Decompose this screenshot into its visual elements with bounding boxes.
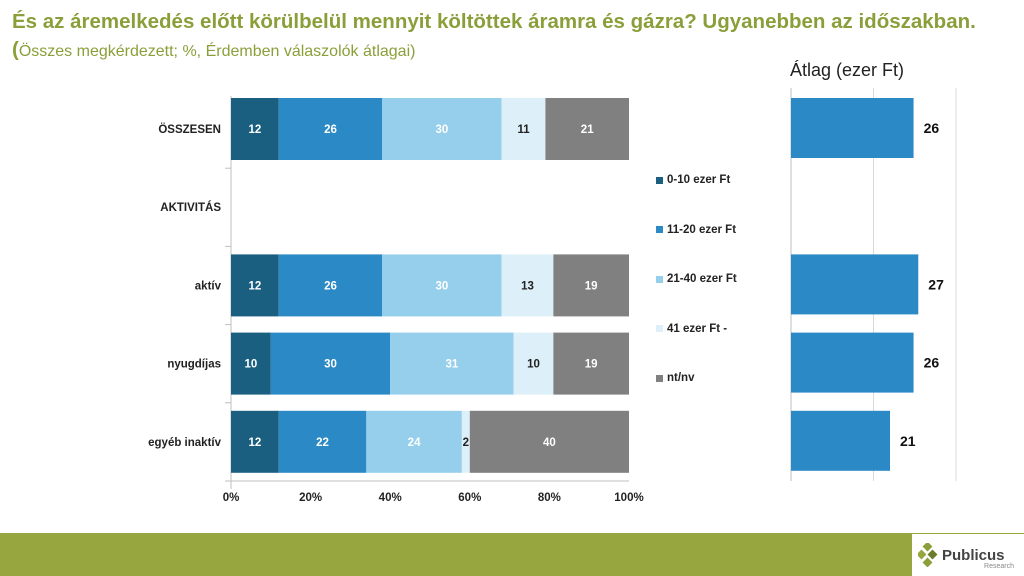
average-chart-title: Átlag (ezer Ft) [790, 60, 905, 80]
data-label: 11 [517, 124, 530, 136]
legend-swatch [656, 226, 663, 233]
category-label: nyugdíjas [167, 359, 221, 371]
x-tick-label: 60% [458, 492, 481, 504]
data-label: 24 [408, 437, 421, 449]
bar-segment [231, 254, 279, 317]
footer-bar [0, 533, 1024, 576]
category-label: aktív [195, 280, 222, 292]
data-label: 12 [248, 437, 261, 449]
data-label: 21 [581, 124, 594, 136]
bar-segment [382, 254, 502, 317]
avg-bar [791, 98, 914, 158]
avg-bar [791, 254, 919, 315]
data-label: 12 [248, 280, 261, 292]
avg-bar [791, 332, 914, 393]
data-label: 26 [324, 124, 337, 136]
legend-swatch [656, 275, 663, 283]
data-label: 30 [436, 280, 449, 292]
logo-text: Publicus [942, 546, 1005, 564]
legend-item: 21-40 ezer Ft [656, 269, 737, 289]
data-label: 26 [324, 280, 337, 292]
data-label: 13 [521, 280, 534, 292]
legend-label: 0-10 ezer Ft [667, 174, 731, 186]
avg-bar [791, 410, 890, 471]
bar-segment [270, 332, 391, 395]
bar-segment [390, 332, 514, 395]
data-label: 10 [245, 359, 258, 371]
logo-subtext: Research [984, 563, 1014, 570]
bar-segment [545, 98, 629, 160]
bar-segment [231, 410, 279, 473]
avg-value-label: 26 [924, 355, 940, 371]
data-label: 22 [316, 437, 329, 449]
category-label: AKTIVITÁS [160, 201, 221, 214]
bar-segment [278, 254, 383, 317]
bar-segment [366, 410, 462, 473]
legend-label: 11-20 ezer Ft [667, 223, 737, 236]
legend-item: 11-20 ezer Ft [656, 220, 736, 240]
avg-value-label: 21 [900, 433, 916, 449]
legend-item: 41 ezer Ft - [656, 319, 727, 339]
legend-label: nt/nv [667, 372, 695, 384]
category-label: egyéb inaktív [148, 437, 221, 449]
bar-segment [513, 332, 554, 395]
chart-title: És az áremelkedés előtt körülbelül menny… [12, 8, 1012, 66]
data-label: 30 [436, 124, 449, 136]
x-tick-label: 100% [614, 492, 643, 504]
bar-segment [278, 410, 367, 473]
data-label: 19 [585, 280, 598, 292]
x-tick-label: 20% [299, 492, 322, 504]
legend-swatch [656, 325, 663, 332]
data-label: 30 [324, 359, 337, 371]
x-tick-label: 80% [538, 492, 561, 504]
legend-label: 41 ezer Ft - [667, 322, 728, 335]
bar-segment [469, 410, 629, 473]
chart-title-sub: Összes megkérdezett; %, Érdemben válaszo… [18, 43, 416, 60]
bar-segment [278, 98, 383, 160]
legend-item: 0-10 ezer Ft [656, 170, 730, 190]
data-label: 19 [585, 359, 598, 371]
avg-value-label: 27 [928, 276, 944, 292]
bar-segment [231, 332, 271, 395]
legend-label: 21-40 ezer Ft [667, 273, 737, 285]
data-label: 40 [543, 437, 556, 449]
avg-value-label: 26 [924, 120, 940, 136]
legend-item: nt/nv [656, 368, 694, 388]
data-label: 31 [445, 359, 458, 371]
bar-segment [501, 254, 554, 317]
legend-swatch [656, 176, 663, 184]
chart-title-main: És az áremelkedés előtt körülbelül menny… [12, 10, 976, 61]
bar-segment [553, 332, 629, 395]
category-label: ÖSSZESEN [158, 123, 221, 136]
logo-mark-icon [918, 543, 938, 567]
bar-segment [553, 254, 629, 317]
legend-swatch [656, 374, 663, 382]
bar-segment [231, 98, 279, 160]
publicus-logo: Publicus Research [912, 534, 1024, 576]
data-label: 12 [248, 124, 261, 136]
x-tick-label: 0% [223, 492, 240, 504]
bar-segment [382, 98, 502, 160]
data-label: 2 [463, 437, 469, 449]
data-label: 10 [527, 359, 540, 371]
x-tick-label: 40% [379, 492, 402, 504]
bar-segment [501, 98, 546, 160]
bar-segment [461, 410, 470, 473]
